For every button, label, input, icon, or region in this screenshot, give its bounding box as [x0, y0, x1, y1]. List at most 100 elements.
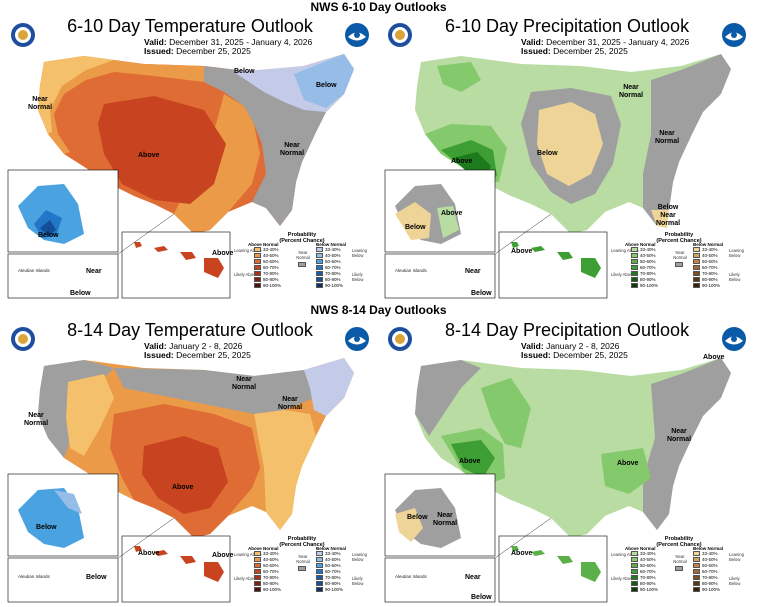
temperature-map — [7, 54, 354, 299]
issued-date: Issued: December 25, 2025 — [521, 350, 628, 360]
panel-6-10-precipitation: 6-10 Day Precipitation Outlook Valid: De… — [381, 14, 753, 302]
legend-near-label: Near Normal — [673, 554, 687, 564]
map-label: Near Normal — [279, 142, 305, 157]
legend-title: Probability (Percent Chance) — [279, 232, 325, 244]
legend-left-swatches: 33-40% 40-50% 50-60% 60-70% 70-80% 80-90… — [254, 246, 296, 288]
map-label: Below — [537, 150, 558, 157]
inset-label: Aleutian Islands — [395, 574, 427, 579]
legend-right-swatches: 33-40% 40-50% 50-60% 60-70% 70-80% 80-90… — [693, 550, 735, 592]
legend-right-head: Below Normal — [316, 546, 347, 551]
map-label: Below — [86, 574, 107, 581]
legend-side-label: Leaning Below — [352, 248, 367, 258]
panel-8-14-temperature: 8-14 Day Temperature Outlook Valid: Janu… — [4, 318, 376, 606]
legend-side-label: Likely Above — [234, 576, 258, 581]
section-title-6-10: NWS 6-10 Day Outlooks — [310, 0, 447, 14]
legend-side-label: Likely Below — [729, 576, 741, 586]
panel-6-10-temperature: 6-10 Day Temperature Outlook Valid: Dece… — [4, 14, 376, 302]
legend-left-head: Above Normal — [248, 546, 279, 551]
legend-right-swatches: 33-40% 40-50% 50-60% 60-70% 70-80% 80-90… — [316, 550, 358, 592]
legend-right-swatches: 33-40% 40-50% 50-60% 60-70% 70-80% 80-90… — [316, 246, 358, 288]
valid-dates: Valid: December 31, 2025 - January 4, 20… — [144, 37, 313, 47]
precipitation-map — [384, 54, 731, 299]
map-label: Below — [405, 224, 426, 231]
map-label: Above — [138, 152, 160, 159]
panel-title: 8-14 Day Temperature Outlook — [67, 320, 313, 340]
legend-side-label: Likely Below — [729, 272, 741, 282]
map-label: Above — [451, 158, 473, 165]
legend-right-swatches: 33-40% 40-50% 50-60% 60-70% 70-80% 80-90… — [693, 246, 735, 288]
map-label: Above — [172, 484, 194, 491]
legend-left-swatches: 33-40% 40-50% 50-60% 60-70% 70-80% 80-90… — [631, 550, 673, 592]
issued-date: Issued: December 25, 2025 — [144, 46, 251, 56]
legend-near-swatch — [675, 262, 683, 267]
legend-left-head: Above Normal — [625, 242, 656, 247]
legend-near-label: Near Normal — [673, 250, 687, 260]
legend-left-swatches: 33-40% 40-50% 50-60% 60-70% 70-80% 80-90… — [254, 550, 296, 592]
map-label: Near Normal — [27, 96, 53, 111]
valid-dates: Valid: January 2 - 8, 2026 — [144, 341, 243, 351]
legend: Probability (Percent Chance) Above Normal… — [232, 536, 372, 606]
legend-near-swatch — [298, 262, 306, 267]
legend-title: Probability (Percent Chance) — [656, 536, 702, 548]
legend-near-label: Near Normal — [296, 250, 310, 260]
legend-side-label: Leaning Above — [234, 552, 262, 557]
legend-side-label: Leaning Above — [234, 248, 262, 253]
inset-label: Aleutian Islands — [18, 268, 50, 273]
legend-side-label: Leaning Below — [352, 552, 367, 562]
map-label: Above — [138, 550, 160, 557]
temperature-map — [7, 358, 354, 603]
map-label: Below Near Normal — [655, 204, 681, 227]
legend-title: Probability (Percent Chance) — [279, 536, 325, 548]
legend-near-swatch — [298, 566, 306, 571]
section-title-8-14: NWS 8-14 Day Outlooks — [310, 303, 447, 317]
map-label: Near Normal — [618, 84, 644, 99]
map-label: Below — [407, 514, 428, 521]
precipitation-map — [384, 358, 731, 603]
map-label: Above — [617, 460, 639, 467]
legend-side-label: Likely Below — [352, 272, 364, 282]
map-label: Near Normal — [277, 396, 303, 411]
issued-date: Issued: December 25, 2025 — [521, 46, 628, 56]
map-label: Below — [471, 594, 492, 601]
legend-side-label: Leaning Above — [611, 248, 639, 253]
map-label: Near Normal — [23, 412, 49, 427]
map-label: Near — [86, 268, 102, 275]
issued-date: Issued: December 25, 2025 — [144, 350, 251, 360]
map-label: Near Normal — [654, 130, 680, 145]
legend: Probability (Percent Chance) Above Normal… — [609, 536, 749, 606]
legend-side-label: Leaning Above — [611, 552, 639, 557]
legend-title: Probability (Percent Chance) — [656, 232, 702, 244]
legend-side-label: Likely Above — [611, 272, 635, 277]
map-label: Above — [703, 354, 725, 361]
legend-side-label: Likely Below — [352, 576, 364, 586]
legend-right-head: Below Normal — [693, 546, 724, 551]
map-label: Below — [471, 290, 492, 297]
inset-label: Aleutian Islands — [18, 574, 50, 579]
legend: Probability (Percent Chance) Above Normal… — [232, 232, 372, 302]
map-label: Above — [511, 248, 533, 255]
legend-right-head: Below Normal — [316, 242, 347, 247]
legend-side-label: Leaning Below — [729, 248, 744, 258]
legend-left-head: Above Normal — [248, 242, 279, 247]
map-label: Near — [465, 268, 481, 275]
map-label: Near Normal — [666, 428, 692, 443]
legend: Probability (Percent Chance) Above Normal… — [609, 232, 749, 302]
map-label: Above — [212, 250, 234, 257]
inset-label: Aleutian Islands — [395, 268, 427, 273]
legend-right-head: Below Normal — [693, 242, 724, 247]
map-label: Near Normal — [231, 376, 257, 391]
map-label: Below — [316, 82, 337, 89]
legend-side-label: Likely Above — [234, 272, 258, 277]
panel-title: 8-14 Day Precipitation Outlook — [444, 320, 690, 340]
legend-left-swatches: 33-40% 40-50% 50-60% 60-70% 70-80% 80-90… — [631, 246, 673, 288]
panel-title: 6-10 Day Precipitation Outlook — [444, 16, 690, 36]
map-label: Above — [511, 550, 533, 557]
map-label: Below — [38, 232, 59, 239]
panel-8-14-precipitation: 8-14 Day Precipitation Outlook Valid: Ja… — [381, 318, 753, 606]
map-label: Above — [459, 458, 481, 465]
valid-dates: Valid: December 31, 2025 - January 4, 20… — [521, 37, 690, 47]
map-label: Above — [212, 552, 234, 559]
legend-left-head: Above Normal — [625, 546, 656, 551]
map-label: Below — [36, 524, 57, 531]
map-label: Above — [441, 210, 463, 217]
